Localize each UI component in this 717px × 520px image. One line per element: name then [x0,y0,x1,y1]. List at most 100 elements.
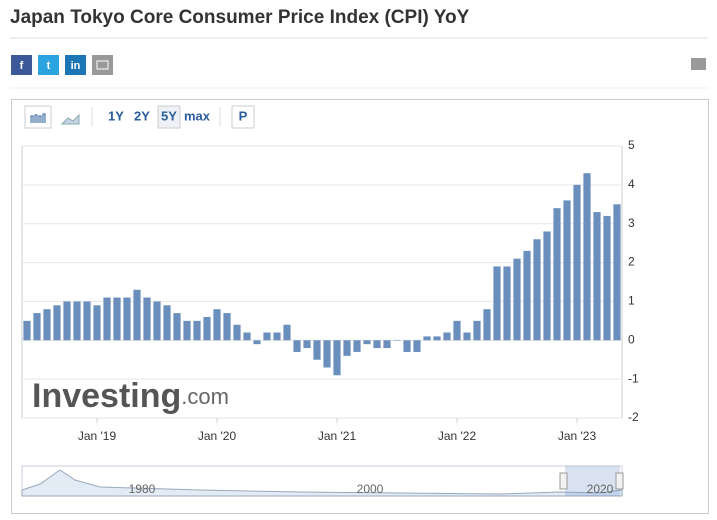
bar [443,332,451,341]
navigator-label: 1980 [129,482,156,496]
navigator-handle[interactable] [615,472,624,490]
watermark-suffix: .com [181,384,229,409]
range-max[interactable]: max [184,108,211,123]
bar [73,301,81,341]
bar [43,309,51,341]
bar [493,266,501,341]
facebook[interactable] [11,55,32,75]
y-tick-label: -1 [628,371,639,385]
navigator-window [565,466,620,496]
bar [433,336,441,341]
bar [473,320,481,341]
bar [323,340,331,368]
bar [163,305,171,341]
bar [23,320,31,341]
bar [283,324,291,341]
bar [183,320,191,341]
bar [203,316,211,341]
bar [53,305,61,341]
email-icon [96,60,109,70]
bar [583,173,591,341]
bar [213,309,221,341]
page-title: Japan Tokyo Core Consumer Price Index (C… [10,7,470,28]
bar [553,208,561,341]
range-5y-bg [157,105,181,129]
y-tick-label: 1 [628,294,635,308]
bar [503,266,511,341]
bar [333,340,341,376]
bar [123,297,131,341]
bar [313,340,321,360]
linkedin[interactable] [65,55,86,75]
watermark: Investing.com [32,377,229,415]
y-tick-label: 4 [628,177,635,191]
bar [543,231,551,341]
bar [33,313,41,341]
bar [273,332,281,341]
email[interactable] [92,55,113,75]
range-1y[interactable]: 1Y [108,108,124,123]
x-tick-label: Jan '21 [318,429,357,443]
x-tick-label: Jan '22 [438,429,477,443]
linkedin-label: in [71,60,81,72]
bar [593,212,601,341]
bar [393,340,401,341]
y-tick-label: 2 [628,255,635,269]
facebook-label: f [20,60,24,72]
print[interactable] [691,58,706,70]
bar [103,297,111,341]
bar [153,301,161,341]
bar [63,301,71,341]
bar [483,309,491,341]
range-5y[interactable]: 5Y [161,108,177,123]
x-tick-label: Jan '20 [198,429,237,443]
p-label: P [239,108,248,123]
bar [373,340,381,349]
bar [253,340,261,345]
bar [113,297,121,341]
y-tick-label: -2 [628,410,639,424]
bar [523,250,531,341]
bar [343,340,351,356]
bar [353,340,361,352]
area-type-button[interactable] [60,113,80,125]
bar [403,340,411,352]
x-tick-label: Jan '23 [558,429,597,443]
y-tick-label: 5 [628,138,635,152]
bar [243,332,251,341]
bar [613,204,621,341]
bar [173,313,181,341]
p-button[interactable] [231,105,255,129]
bar [193,320,201,341]
plot: -2 -1 0 1 2 3 4 5 Jan '19 Jan '20 Jan '21 Jan '22 Ja… [22,138,639,443]
bar [453,320,461,341]
bar [83,301,91,341]
y-tick-label: 0 [628,332,635,346]
bar [533,239,541,341]
bar [93,305,101,341]
twitter-label: t [47,60,51,72]
bar [233,324,241,341]
bar [513,258,521,341]
bar [363,340,371,345]
bar [263,332,271,341]
bar [563,200,571,341]
navigator-label: 2020 [587,482,614,496]
twitter[interactable] [38,55,59,75]
y-tick-label: 3 [628,216,635,230]
bar [223,313,231,341]
range-2y[interactable]: 2Y [134,108,150,123]
bar [143,297,151,341]
x-tick-label: Jan '19 [78,429,117,443]
navigator-series [21,469,623,497]
bar [413,340,421,352]
bar [463,332,471,341]
bar [383,340,391,349]
bar [303,340,311,349]
navigator-handle[interactable] [559,472,568,490]
bar-type-button[interactable] [24,105,52,129]
bar [603,215,611,341]
bar [573,184,581,341]
